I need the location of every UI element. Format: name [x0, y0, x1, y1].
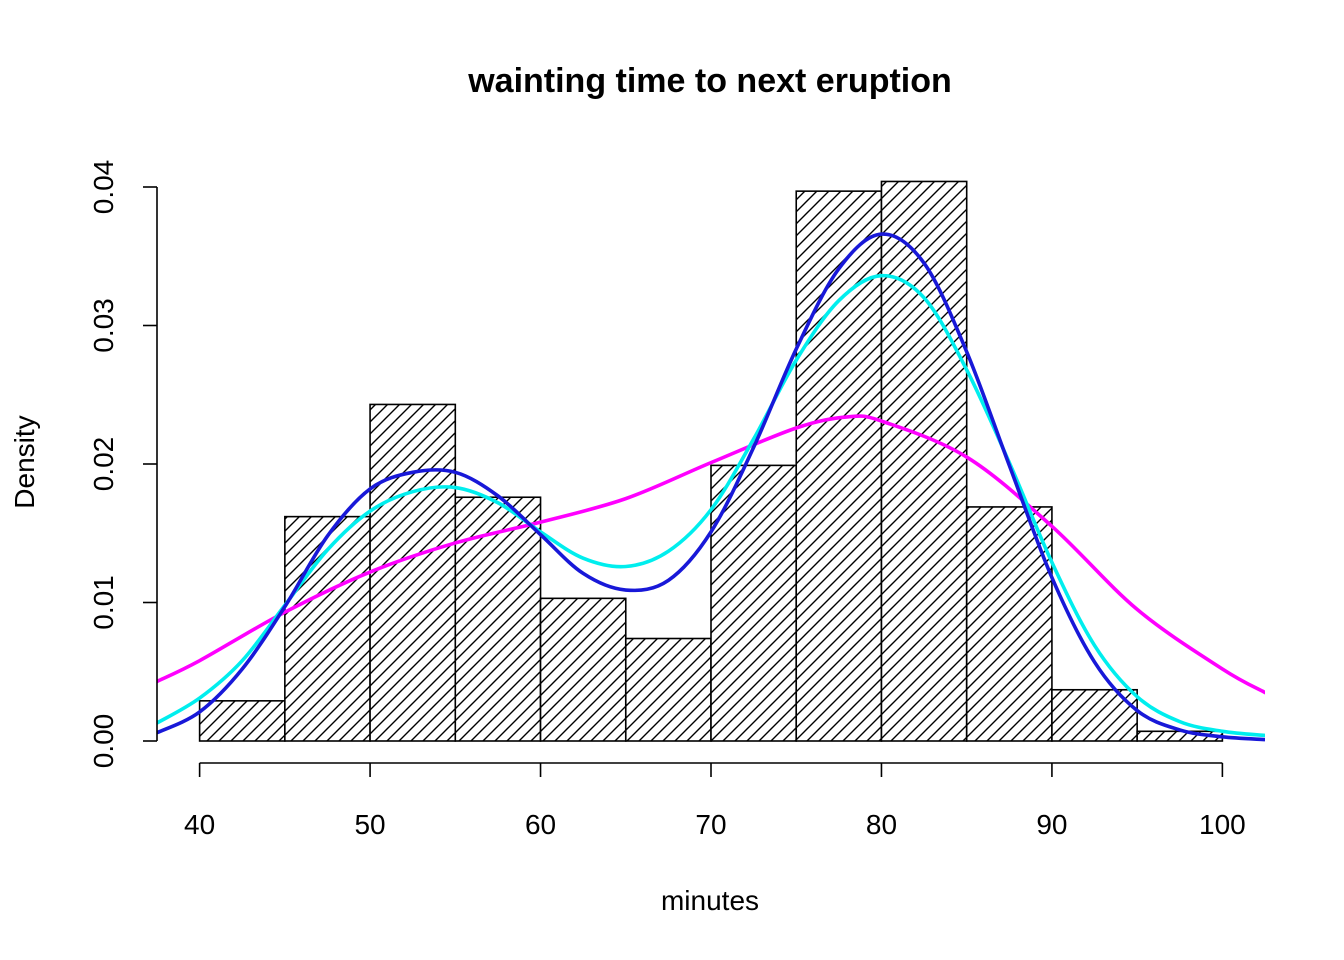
density-curve-2	[157, 232, 1265, 742]
y-tick-label: 0.02	[88, 437, 119, 492]
x-axis-title: minutes	[661, 885, 759, 916]
y-tick-label: 0.00	[88, 714, 119, 769]
histogram-bar-1	[284, 515, 371, 742]
y-axis-title: Density	[9, 415, 40, 508]
chart-title: wainting time to next eruption	[467, 62, 952, 100]
x-tick-label: 80	[866, 809, 897, 840]
x-tick-label: 40	[184, 809, 215, 840]
density-curve-1	[157, 273, 1265, 738]
histogram-bar-4	[539, 597, 627, 742]
x-tick-label: 60	[525, 809, 556, 840]
histogram-bar-7	[795, 190, 883, 742]
histogram-bars	[198, 180, 1224, 742]
x-tick-label: 90	[1036, 809, 1067, 840]
x-axis: 40 50 60 70 80 90 100	[184, 762, 1246, 840]
histogram-bar-0	[198, 700, 286, 742]
x-tick-label: 100	[1199, 809, 1246, 840]
histogram-bar-8	[880, 180, 968, 742]
histogram-bar-6	[710, 464, 798, 742]
x-tick-label: 50	[354, 809, 385, 840]
density-curves	[157, 232, 1265, 742]
y-tick-label: 0.04	[88, 160, 119, 215]
y-tick-label: 0.01	[88, 575, 119, 630]
x-tick-label: 70	[695, 809, 726, 840]
histogram-bar-5	[624, 637, 712, 742]
histogram-bar-2	[369, 403, 457, 742]
y-tick-label: 0.03	[88, 298, 119, 353]
y-axis: 0.00 0.01 0.02 0.03 0.04	[88, 160, 158, 769]
